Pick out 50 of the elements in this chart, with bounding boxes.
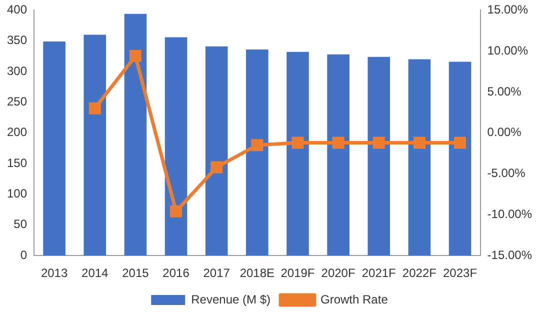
y-tick-label: 50 — [14, 217, 28, 232]
bar — [164, 37, 188, 256]
y-tick-label: 0 — [20, 248, 28, 262]
point — [210, 161, 223, 174]
y2-tick-label: -10.00% — [487, 207, 532, 222]
y2-tick-label: 10.00% — [487, 43, 528, 58]
y-tick-label: 300 — [6, 64, 28, 78]
x-tick-label: 2018E — [240, 266, 275, 280]
x-tick-label: 2016 — [162, 266, 190, 280]
x-tick-label: 2015 — [122, 266, 150, 280]
point — [332, 136, 344, 149]
x-tick-label: 2023F — [443, 266, 478, 280]
legend-label: Revenue (M $) — [191, 292, 271, 306]
bar — [43, 41, 66, 256]
x-tick-label: 2021F — [362, 266, 396, 280]
x-tick-label: 2019F — [280, 266, 315, 280]
y-tick-label: 400 — [6, 2, 28, 17]
point — [413, 136, 426, 149]
y2-tick-label: 0.00% — [487, 125, 522, 140]
x-tick-label: 2017 — [203, 266, 230, 280]
point — [251, 139, 264, 152]
point — [292, 136, 304, 149]
y2-tick-label: -15.00% — [487, 248, 532, 262]
point — [88, 102, 101, 114]
bar — [84, 34, 106, 256]
point — [454, 136, 466, 149]
x-tick-label: 2013 — [40, 266, 68, 280]
y-tick-label: 250 — [6, 94, 28, 109]
bar — [246, 49, 268, 256]
y-tick-label: 100 — [6, 186, 28, 201]
bar — [205, 46, 228, 256]
x-tick-label: 2022F — [402, 266, 436, 280]
point — [372, 136, 385, 149]
y-tick-label: 350 — [6, 33, 28, 48]
bar — [448, 62, 472, 256]
point — [170, 205, 182, 218]
legend-label: Growth Rate — [320, 292, 388, 306]
bar — [368, 56, 390, 256]
bar — [408, 59, 431, 256]
x-tick-label: 2014 — [82, 266, 109, 280]
bar — [286, 52, 309, 256]
bar — [124, 14, 147, 256]
y2-tick-label: 5.00% — [487, 84, 522, 98]
bar — [327, 54, 350, 256]
y2-tick-label: 15.00% — [487, 2, 528, 17]
x-tick-label: 2020F — [321, 266, 356, 280]
point — [129, 50, 142, 62]
y2-tick-label: -5.00% — [487, 166, 526, 180]
y-tick-label: 200 — [6, 125, 28, 140]
y-tick-label: 150 — [6, 156, 28, 170]
